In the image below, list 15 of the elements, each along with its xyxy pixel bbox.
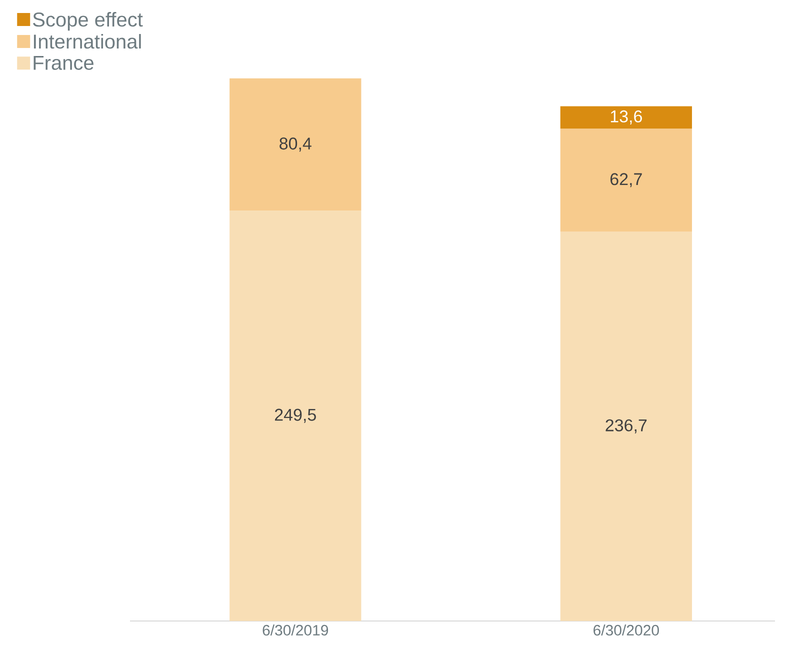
bar: [230, 210, 362, 621]
x-tick-label: 6/30/2019: [262, 624, 328, 636]
bar: [560, 232, 692, 621]
legend-label: International: [34, 34, 141, 49]
legend-label: Scope effect: [33, 12, 143, 31]
data-label: 13,6: [610, 110, 642, 124]
bar: [230, 78, 362, 211]
bar: [560, 106, 692, 129]
legend-label: France: [34, 56, 94, 70]
data-label: 249,5: [274, 408, 316, 423]
data-label: 62,7: [610, 173, 642, 188]
x-tick-label: 6/30/2020: [594, 624, 659, 636]
bar: [560, 128, 692, 232]
data-label: 236,7: [606, 419, 647, 434]
data-label: 80,4: [280, 138, 312, 152]
